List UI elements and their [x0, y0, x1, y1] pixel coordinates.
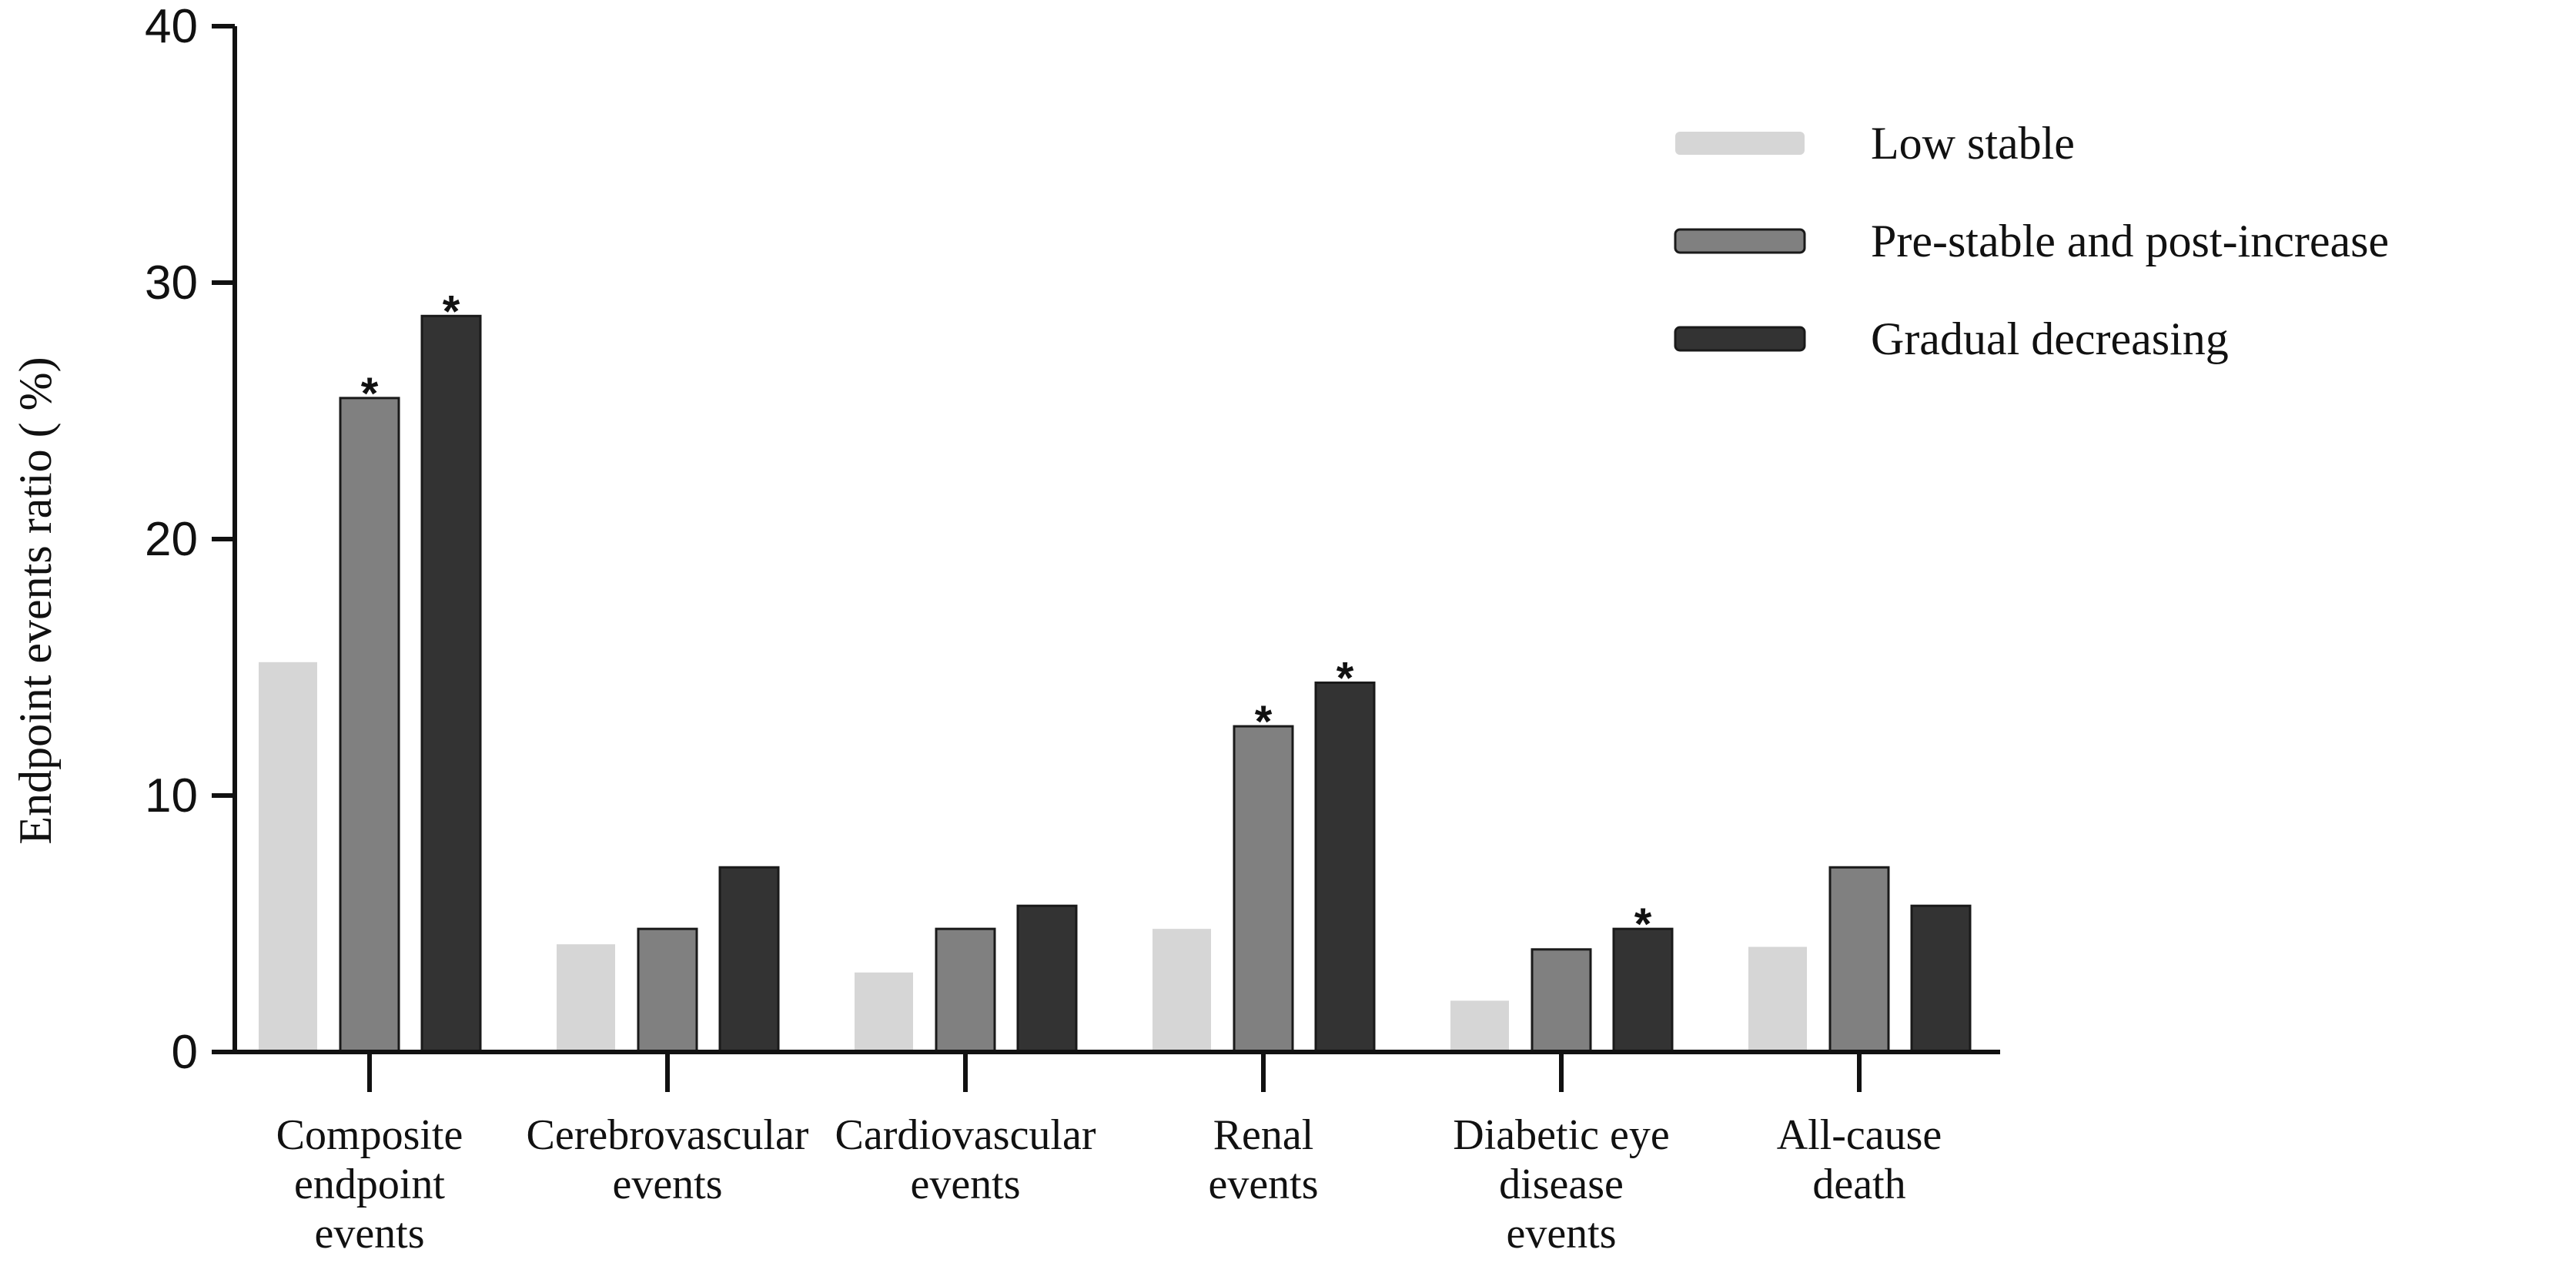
significance-asterisk: *: [1255, 697, 1273, 747]
bar: [420, 314, 482, 1054]
legend-label: Gradual decreasing: [1871, 313, 2229, 364]
x-tick-label: Renal events: [1208, 1111, 1318, 1208]
y-tick-label: 10: [145, 769, 198, 822]
x-tick-label: Diabetic eye disease events: [1453, 1111, 1669, 1258]
bar: [637, 927, 698, 1054]
y-tick-label: 0: [172, 1026, 198, 1079]
y-ticks-layer: 0 10 20 30 40: [145, 0, 235, 1079]
bar: [1612, 927, 1674, 1054]
bar: [855, 972, 913, 1052]
legend-label: Pre-stable and post-increase: [1871, 216, 2389, 266]
legend: Low stable Pre-stable and post-increase Gr…: [1674, 118, 2389, 364]
x-ticks-layer: Composite endpoint events Cerebrovascular ev…: [276, 1052, 1942, 1258]
legend-swatch: [1674, 326, 1806, 352]
bar: [1450, 1000, 1509, 1052]
significance-asterisk: *: [443, 286, 460, 337]
y-axis-title: Endpoint events ratio ( %): [10, 357, 61, 844]
bar: [339, 397, 400, 1054]
bar: [1153, 929, 1211, 1052]
legend-swatch: [1674, 228, 1806, 254]
bar: [1828, 866, 1890, 1054]
bar: [1748, 946, 1807, 1052]
bar: [1233, 725, 1294, 1054]
x-tick-label: Cardiovascular events: [835, 1111, 1096, 1208]
bar: [259, 662, 317, 1052]
bar: [1016, 904, 1078, 1054]
bar: [935, 927, 996, 1054]
bar: [1314, 681, 1376, 1054]
y-tick-label: 40: [145, 0, 198, 53]
bar: [1531, 948, 1592, 1054]
significance-asterisk: *: [1634, 899, 1652, 950]
bar: [557, 944, 615, 1052]
axes-layer: [233, 26, 2000, 1054]
bar: [1910, 904, 1972, 1054]
bar: [718, 866, 780, 1054]
bars-layer: [259, 314, 1972, 1054]
y-tick-label: 30: [145, 256, 198, 310]
y-tick-label: 20: [145, 513, 198, 566]
significance-marks-layer: * * * * *: [361, 286, 1652, 950]
significance-asterisk: *: [361, 369, 379, 419]
x-tick-label: Composite endpoint events: [276, 1111, 463, 1258]
legend-label: Low stable: [1871, 118, 2075, 169]
x-tick-label: Cerebrovascular events: [527, 1111, 809, 1208]
significance-asterisk: *: [1337, 653, 1354, 703]
legend-swatch: [1675, 132, 1805, 155]
x-tick-label: All-cause death: [1777, 1111, 1942, 1208]
